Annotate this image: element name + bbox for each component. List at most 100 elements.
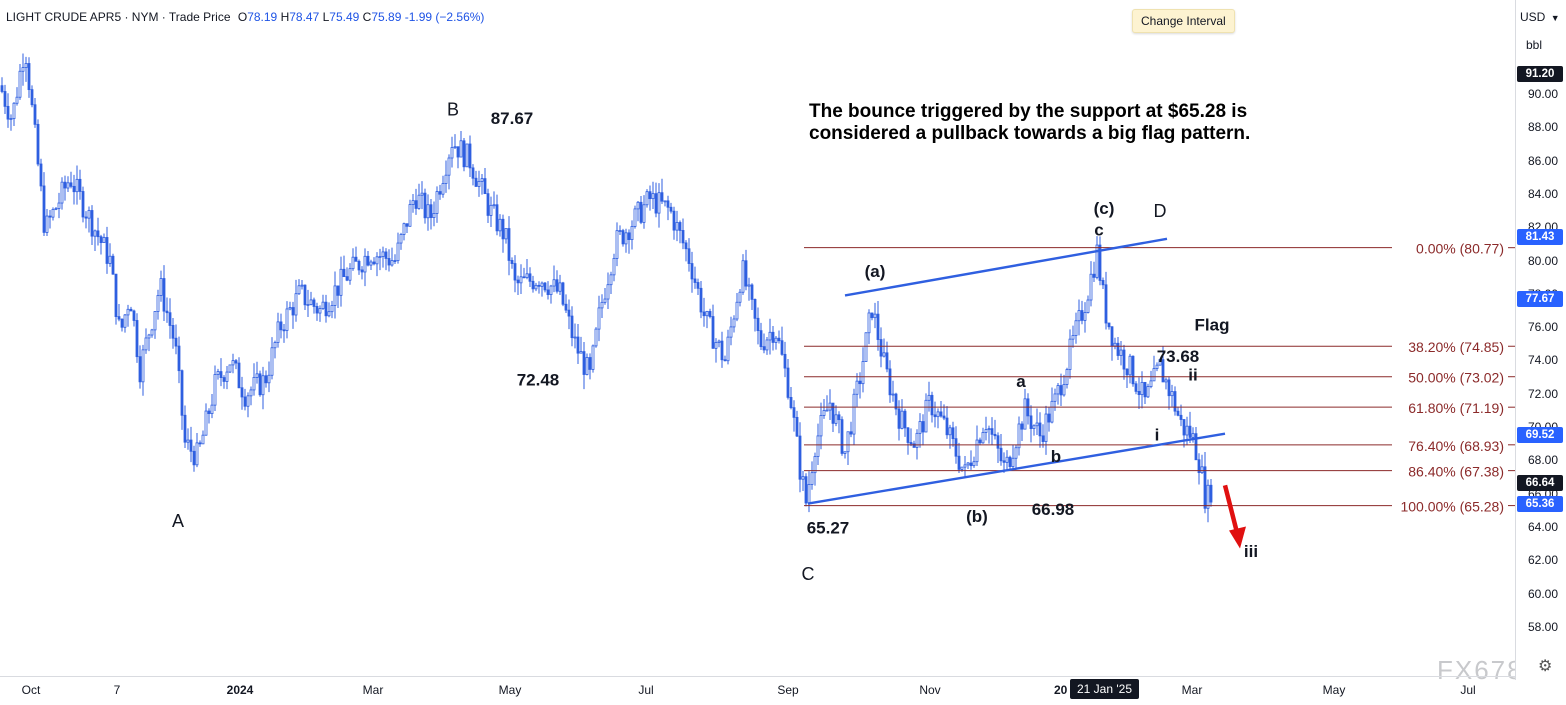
candle-body [810, 472, 814, 485]
price-tick-label: 58.00 [1528, 619, 1559, 634]
candle-body [891, 393, 895, 396]
candle-body [18, 70, 22, 98]
candle-body [921, 421, 925, 433]
candle-body [1038, 422, 1042, 437]
candle-body [882, 352, 886, 357]
gear-icon[interactable]: ⚙ [1538, 658, 1553, 675]
unit-label[interactable]: bbl [1526, 38, 1543, 52]
candle-body [303, 284, 307, 306]
candle-body [411, 200, 415, 205]
candle-body [723, 359, 727, 362]
candle-body [144, 337, 148, 351]
candle-body [540, 282, 544, 287]
candle-body [216, 371, 220, 375]
candle-body [27, 63, 31, 91]
candle-body [792, 407, 796, 418]
candle-body [645, 191, 649, 206]
candle-body [1059, 385, 1063, 396]
candle-body [270, 347, 274, 376]
wave-label: 72.48 [517, 370, 560, 389]
candle-body [549, 285, 553, 296]
candle-body [1008, 456, 1012, 467]
candle-body [93, 230, 97, 237]
candle-body [1092, 273, 1096, 278]
candle-body [42, 185, 46, 233]
candle-body [1203, 466, 1207, 509]
candle-body [1176, 410, 1180, 416]
price-tick-label: 64.00 [1528, 519, 1559, 534]
candle-body [432, 213, 436, 219]
candle-body [1056, 385, 1060, 395]
candle-body [492, 204, 496, 207]
candle-body [813, 456, 817, 474]
candle-body [471, 167, 475, 179]
candle-body [72, 185, 76, 193]
candle-body [1041, 435, 1045, 442]
chart-area[interactable]: 0.00% (80.77) 38.20% (74.85) 50.00% (73.02… [0, 0, 1522, 705]
candle-body [339, 268, 343, 296]
candle-body [51, 209, 55, 218]
candle-body [261, 375, 265, 396]
candle-body [720, 340, 724, 361]
candle-body [531, 280, 535, 290]
candle-body [30, 89, 34, 106]
candle-body [324, 301, 328, 317]
time-axis-label: Mar [362, 683, 384, 697]
candle-body [282, 329, 286, 332]
change-interval-tooltip[interactable]: Change Interval [1132, 9, 1235, 33]
partial-year-label: 20 [1054, 683, 1068, 697]
candle-body [900, 410, 904, 429]
candle-body [60, 181, 64, 204]
candle-body [630, 226, 634, 240]
candle-body [831, 402, 835, 424]
time-axis[interactable] [0, 676, 1515, 681]
candle-body [120, 318, 124, 328]
candle-body [99, 236, 103, 243]
wave-label: 65.27 [807, 519, 850, 538]
wave-label: a [1016, 372, 1026, 391]
candle-body [267, 374, 271, 384]
candle-body [150, 329, 154, 336]
wave-label: D [1154, 201, 1167, 221]
candle-body [1023, 398, 1027, 430]
candle-body [1110, 326, 1114, 347]
price-tick-label: 62.00 [1528, 553, 1559, 568]
candle-body [870, 312, 874, 319]
candle-body [597, 307, 601, 330]
price-tick-label: 72.00 [1528, 386, 1559, 401]
candle-body [573, 336, 577, 339]
candle-body [453, 146, 457, 149]
candle-body [54, 208, 58, 210]
currency-selector[interactable]: USD ▼ [1520, 10, 1560, 24]
candle-body [987, 428, 991, 431]
candle-body [378, 256, 382, 258]
candle-body [231, 360, 235, 366]
price-tick-label: 68.00 [1528, 453, 1559, 468]
candle-body [330, 305, 334, 313]
candle-body [126, 308, 130, 316]
candle-body [750, 284, 754, 300]
price-chart[interactable]: 0.00% (80.77) 38.20% (74.85) 50.00% (73.02… [0, 0, 1515, 705]
candle-body [105, 237, 109, 264]
candle-body [879, 339, 883, 357]
candle-body [39, 163, 43, 187]
candle-body [636, 201, 640, 210]
candle-body [825, 409, 829, 412]
candle-body [786, 367, 790, 398]
candle-body [966, 462, 970, 466]
candle-body [795, 416, 799, 437]
candle-body [1206, 484, 1210, 509]
candle-body [186, 439, 190, 443]
candle-body [804, 476, 808, 504]
candle-body [1164, 379, 1168, 383]
candle-body [345, 276, 349, 281]
candle-body [162, 278, 166, 312]
candle-body [927, 394, 931, 401]
price-axis[interactable]: USD ▼ bbl 90.00 88.00 86.00 84.00 82.00 80.00… [1515, 0, 1566, 680]
candle-body [945, 417, 949, 436]
price-tick-label: 88.00 [1528, 120, 1559, 135]
candle-body [576, 336, 580, 354]
candle-body [180, 370, 184, 416]
candle-body [873, 313, 877, 319]
candle-body [9, 118, 13, 120]
